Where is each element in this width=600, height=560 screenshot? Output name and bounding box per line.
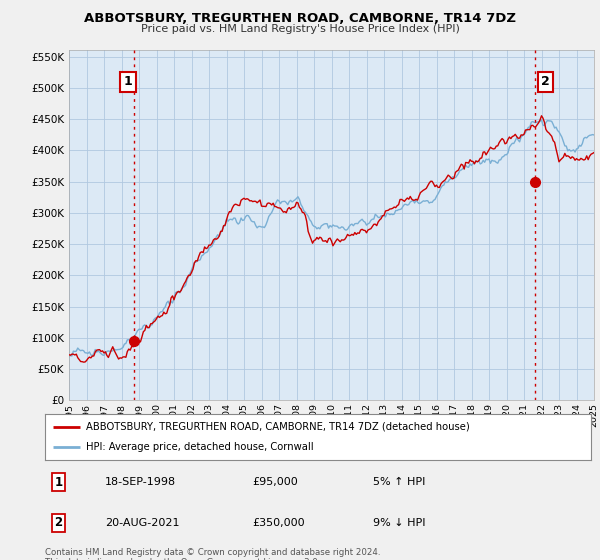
Text: ABBOTSBURY, TREGURTHEN ROAD, CAMBORNE, TR14 7DZ: ABBOTSBURY, TREGURTHEN ROAD, CAMBORNE, T… [84,12,516,25]
Text: 2: 2 [55,516,63,529]
Text: Price paid vs. HM Land Registry's House Price Index (HPI): Price paid vs. HM Land Registry's House … [140,24,460,34]
Text: £95,000: £95,000 [253,477,298,487]
Text: £350,000: £350,000 [253,518,305,528]
Text: 1: 1 [124,75,133,88]
Text: HPI: Average price, detached house, Cornwall: HPI: Average price, detached house, Corn… [86,442,314,452]
Text: 2: 2 [541,75,550,88]
Text: 18-SEP-1998: 18-SEP-1998 [105,477,176,487]
Text: 20-AUG-2021: 20-AUG-2021 [105,518,179,528]
Text: ABBOTSBURY, TREGURTHEN ROAD, CAMBORNE, TR14 7DZ (detached house): ABBOTSBURY, TREGURTHEN ROAD, CAMBORNE, T… [86,422,470,432]
Text: Contains HM Land Registry data © Crown copyright and database right 2024.
This d: Contains HM Land Registry data © Crown c… [45,548,380,560]
Text: 1: 1 [55,476,63,489]
Text: 9% ↓ HPI: 9% ↓ HPI [373,518,425,528]
Text: 5% ↑ HPI: 5% ↑ HPI [373,477,425,487]
